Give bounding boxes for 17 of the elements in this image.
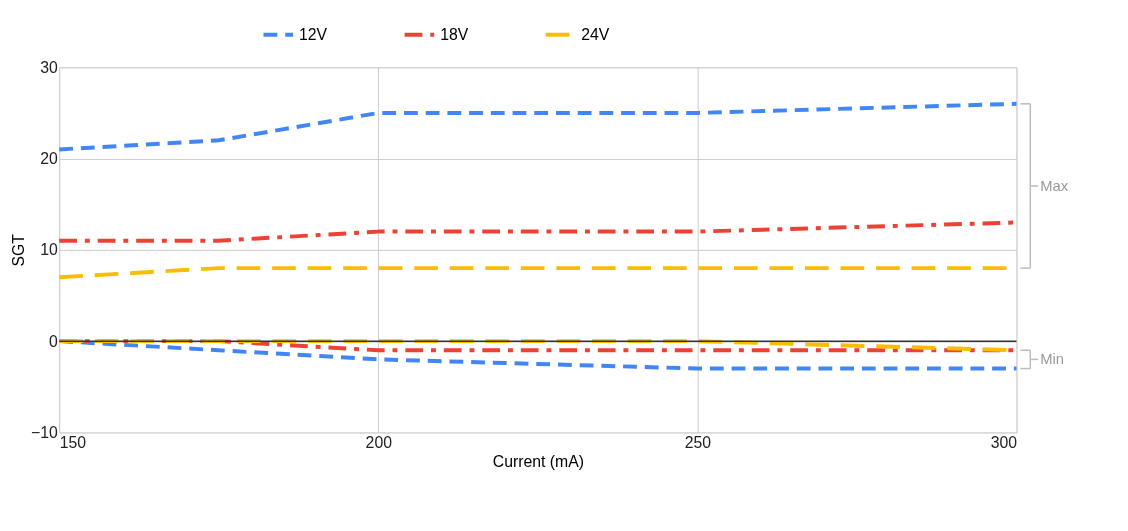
text: Min	[1040, 351, 1065, 368]
y-axis-title: SGT	[10, 233, 28, 267]
legend-label: 24V	[581, 25, 610, 43]
text: Max	[1040, 177, 1069, 194]
y-tick-label: 10	[40, 241, 58, 259]
x-tick-label: 300	[990, 433, 1018, 451]
x-tick-label: 150	[59, 433, 87, 451]
y-tick-label: 30	[40, 58, 58, 76]
y-tick-label: 20	[40, 150, 58, 167]
legend-label: 12V	[299, 25, 328, 43]
line-series	[57, 101, 1019, 152]
legend-label: 18V	[440, 25, 469, 43]
x-axis-title: Current (mA)	[492, 453, 584, 471]
x-tick-label: 250	[684, 433, 712, 451]
x-tick-label: 200	[365, 433, 393, 451]
y-tick-label: −10	[30, 423, 58, 441]
y-tick-label: 0	[48, 332, 58, 350]
